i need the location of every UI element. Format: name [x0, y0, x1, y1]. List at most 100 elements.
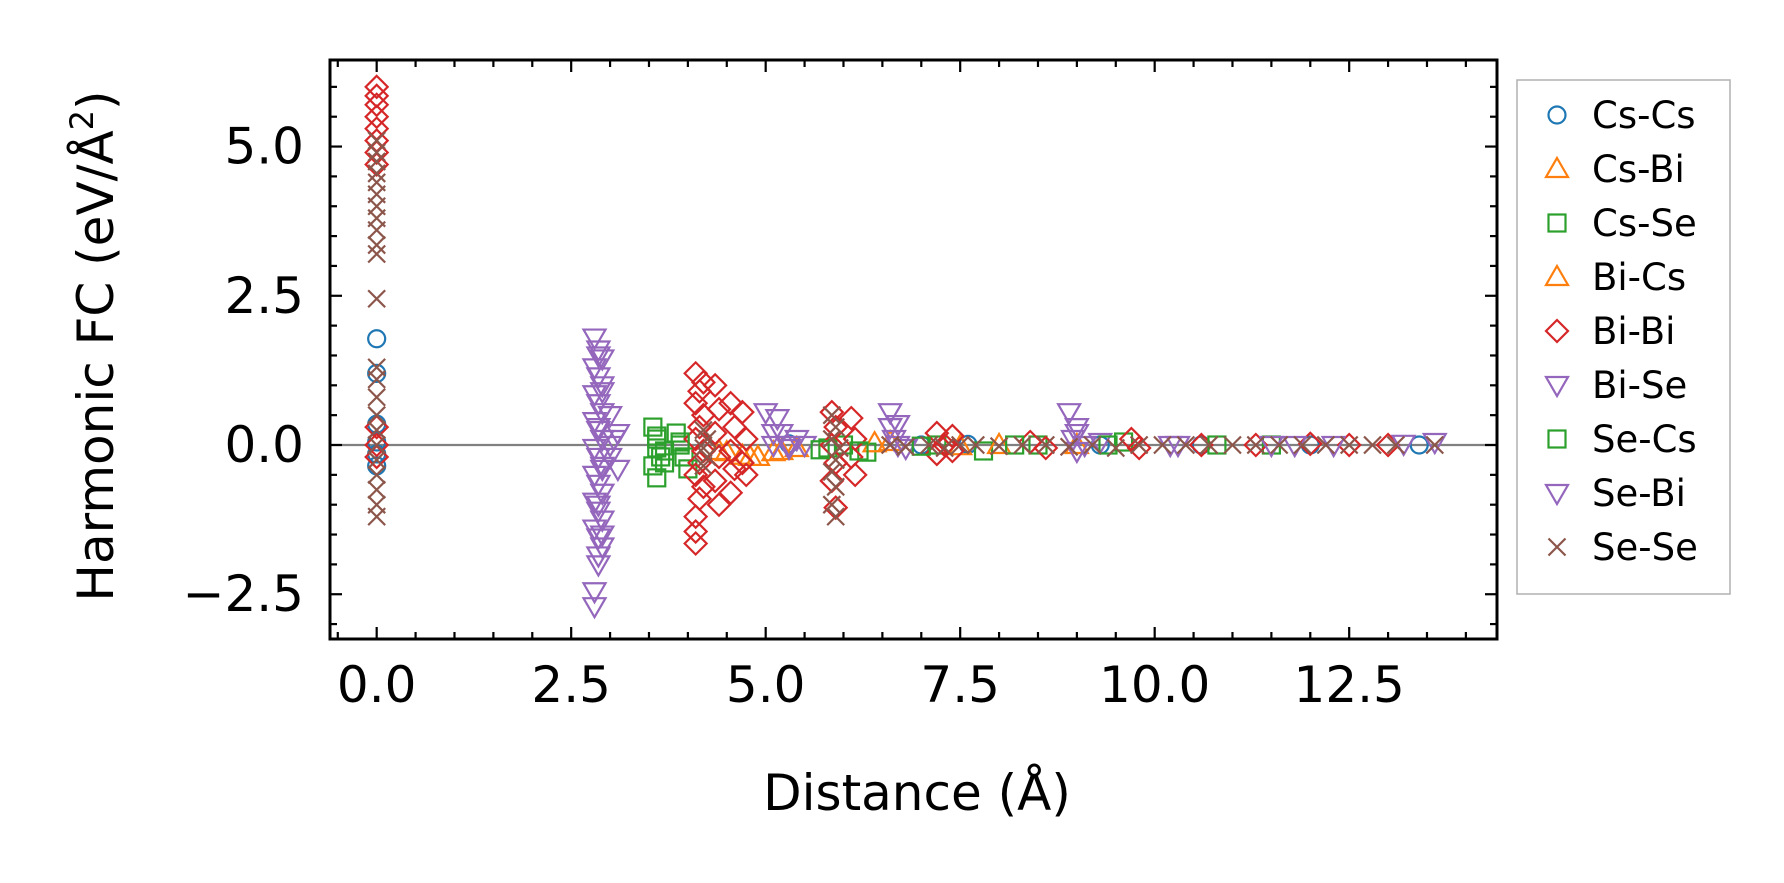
data-point-bi-bi — [939, 423, 965, 449]
data-point-se-cs — [1098, 435, 1118, 455]
data-point-se-se — [1316, 435, 1336, 455]
data-point-se-se — [367, 289, 386, 309]
data-point-bi-cs — [986, 431, 1012, 455]
legend-marker-se-se — [1547, 537, 1567, 557]
legend-marker-se-bi — [1544, 483, 1570, 507]
data-point-bi-bi — [706, 492, 732, 518]
data-point-se-se — [367, 480, 386, 500]
data-point-se-se — [367, 420, 386, 440]
data-point-se-se — [1363, 435, 1382, 455]
data-point-cs-cs — [367, 363, 387, 383]
data-point-cs-se — [643, 456, 663, 476]
data-point-se-cs — [849, 441, 869, 461]
data-point-se-se — [367, 235, 386, 255]
y-tick-label: 2.5 — [224, 267, 304, 325]
data-point-se-bi — [585, 346, 612, 369]
data-point-se-se — [935, 438, 954, 458]
data-point-bi-bi — [722, 414, 748, 440]
data-point-se-se — [826, 507, 845, 526]
data-point-bi-se — [1063, 417, 1090, 441]
data-point-bi-bi — [686, 414, 713, 440]
data-point-bi-bi — [364, 432, 390, 458]
data-point-se-se — [1425, 435, 1445, 455]
data-point-bi-bi — [842, 462, 868, 488]
data-point-se-se — [1059, 437, 1079, 457]
data-point-bi-bi — [838, 405, 864, 431]
data-point-se-bi — [1063, 423, 1090, 447]
data-point-cs-cs — [367, 329, 387, 349]
data-point-se-se — [1106, 438, 1126, 458]
data-point-se-se — [830, 438, 849, 458]
data-point-se-se — [367, 370, 386, 389]
legend-marker-cs-cs — [1547, 105, 1567, 125]
data-point-se-se — [367, 387, 386, 407]
legend-marker-bi-cs — [1544, 263, 1570, 287]
data-point-se-cs — [647, 426, 667, 446]
legend-label-bi-bi: Bi-Bi — [1592, 310, 1675, 353]
data-point-bi-se — [877, 403, 904, 426]
y-tick-label: 5.0 — [224, 118, 304, 176]
data-point-bi-bi — [702, 468, 728, 494]
legend-marker-bi-bi — [1544, 318, 1570, 344]
data-point-se-se — [367, 435, 386, 455]
data-point-bi-bi — [706, 396, 732, 422]
data-point-bi-bi — [690, 369, 716, 395]
data-point-bi-bi — [683, 390, 709, 416]
y-axis-label-close: ) — [67, 90, 125, 110]
data-point-se-se — [694, 456, 713, 476]
data-point-se-se — [1036, 435, 1056, 455]
data-point-cs-se — [674, 447, 694, 467]
data-point-bi-se — [892, 438, 919, 462]
y-axis-label: Harmonic FC (eV/Å2) — [63, 90, 125, 601]
data-point-bi-bi — [1126, 435, 1152, 461]
data-point-bi-bi — [683, 519, 709, 545]
data-point-se-cs — [654, 453, 675, 473]
data-point-se-se — [880, 435, 900, 455]
data-point-bi-bi — [823, 495, 849, 521]
data-point-cs-bi — [760, 438, 787, 462]
data-point-bi-bi — [683, 360, 709, 386]
legend-label-cs-bi: Cs-Bi — [1592, 148, 1685, 191]
x-tick-label: 5.0 — [726, 656, 806, 714]
legend-marker-bi-se — [1544, 375, 1570, 399]
data-point-se-se — [822, 405, 842, 425]
data-point-bi-bi — [686, 486, 713, 512]
data-point-bi-bi — [364, 92, 390, 118]
y-tick-label: 0.0 — [224, 416, 304, 474]
data-point-se-se — [1293, 435, 1312, 455]
data-point-se-se — [1269, 435, 1289, 455]
series-se-se — [367, 131, 1445, 526]
data-point-se-bi — [585, 495, 612, 518]
data-point-bi-se — [1421, 432, 1448, 456]
data-point-se-se — [367, 405, 386, 425]
legend-label-bi-cs: Bi-Cs — [1592, 256, 1686, 299]
data-point-se-se — [367, 220, 386, 240]
data-point-se-se — [1223, 435, 1242, 455]
data-point-bi-bi — [683, 530, 709, 557]
data-point-se-se — [1339, 435, 1359, 455]
data-point-se-se — [367, 465, 386, 485]
series-bi-bi — [364, 74, 1401, 557]
data-point-bi-bi — [718, 390, 744, 416]
data-point-cs-bi — [783, 434, 810, 458]
data-point-bi-cs — [737, 443, 764, 467]
legend-label-se-bi: Se-Bi — [1592, 472, 1686, 515]
data-point-bi-cs — [768, 437, 795, 461]
data-point-bi-se — [597, 406, 623, 429]
data-point-bi-bi — [686, 450, 713, 476]
data-point-se-bi — [877, 417, 904, 441]
x-tick-label: 12.5 — [1294, 656, 1405, 714]
data-point-se-se — [1246, 435, 1266, 455]
data-point-cs-se — [1113, 432, 1134, 452]
data-point-se-se — [966, 435, 986, 455]
data-point-se-se — [822, 462, 842, 482]
legend-marker-cs-bi — [1544, 155, 1570, 179]
data-point-se-bi — [585, 417, 612, 441]
data-point-bi-bi — [1033, 435, 1059, 461]
data-point-se-bi — [589, 459, 616, 483]
data-point-se-bi — [589, 382, 616, 405]
data-point-bi-se — [760, 435, 787, 459]
legend: Cs-Cs Cs-Bi Cs-Se Bi-Cs Bi-Bi Bi-Se Se-Cs Se-Bi… — [1516, 79, 1731, 595]
data-point-se-se — [919, 435, 939, 455]
